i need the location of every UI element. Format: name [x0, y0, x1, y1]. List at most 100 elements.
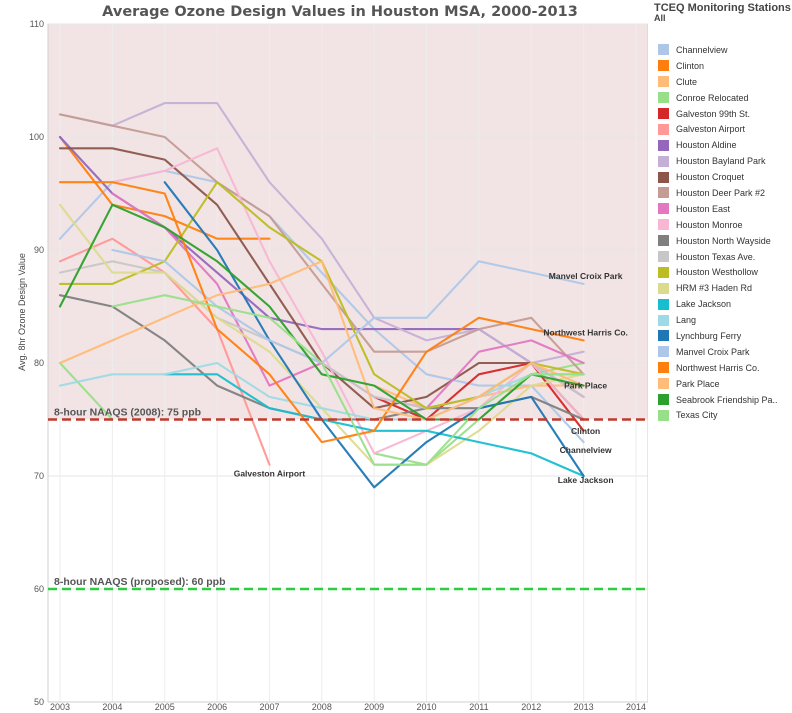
legend-item-label: Galveston 99th St.	[676, 108, 751, 119]
y-tick-label: 50	[34, 697, 44, 707]
legend-swatch	[658, 171, 669, 183]
series-end-label: Clinton	[571, 426, 600, 436]
series-end-label: Channelview	[560, 445, 612, 455]
legend-item-label: Houston Bayland Park	[676, 156, 766, 167]
legend-swatch	[658, 219, 669, 231]
legend-item[interactable]: Texas City	[654, 407, 792, 423]
legend-item-label: Seabrook Friendship Pa..	[676, 394, 778, 405]
legend-filter-value[interactable]: All	[654, 13, 666, 23]
series-line	[58, 361, 585, 421]
x-tick-label: 2011	[469, 702, 488, 712]
chart-title: Average Ozone Design Values in Houston M…	[102, 4, 578, 20]
legend-swatch	[658, 76, 669, 88]
legend-item-label: HRM #3 Haden Rd	[676, 283, 753, 294]
legend-item[interactable]: HRM #3 Haden Rd	[654, 280, 792, 296]
legend-item[interactable]: Lang	[654, 312, 792, 328]
y-axis-label: Avg. 8hr Ozone Design Value	[17, 253, 27, 371]
x-tick-label: 2004	[102, 702, 122, 712]
legend-swatch	[658, 362, 669, 374]
x-tick-label: 2005	[155, 702, 175, 712]
legend-item[interactable]: Lynchburg Ferry	[654, 328, 792, 344]
legend-item[interactable]: Houston Deer Park #2	[654, 185, 792, 201]
plot-background	[48, 24, 648, 420]
x-tick-label: 2012	[521, 702, 541, 712]
legend-item[interactable]: Channelview	[654, 42, 792, 58]
legend-item[interactable]: Galveston Airport	[654, 121, 792, 137]
legend-swatch	[658, 378, 669, 390]
legend-item[interactable]: Houston Monroe	[654, 217, 792, 233]
legend-item-label: Conroe Relocated	[676, 92, 749, 103]
legend-list: Channelview Clinton Clute Conroe Relocated G…	[654, 42, 792, 423]
legend-item[interactable]: Seabrook Friendship Pa..	[654, 392, 792, 408]
reference-line-label: 8-hour NAAQS (proposed): 60 ppb	[54, 576, 226, 588]
legend-swatch	[658, 139, 669, 151]
legend-item[interactable]: Manvel Croix Park	[654, 344, 792, 360]
legend: TCEQ Monitoring Stations All Channelview…	[654, 2, 792, 423]
legend-swatch	[658, 92, 669, 104]
legend-item-label: Houston Monroe	[676, 219, 743, 230]
legend-item[interactable]: Houston Westhollow	[654, 264, 792, 280]
series-end-label: Northwest Harris Co.	[543, 327, 628, 337]
legend-item[interactable]: Conroe Relocated	[654, 90, 792, 106]
legend-swatch	[658, 298, 669, 310]
plot-background-lower	[48, 419, 648, 702]
legend-item-label: Clinton	[676, 60, 705, 71]
series-end-label: Park Place	[564, 381, 607, 391]
legend-item[interactable]: Houston Aldine	[654, 137, 792, 153]
y-tick-label: 90	[34, 245, 44, 255]
line-chart-plot: 50 60 70 80 90 100 110 2003 2004 2005 2006 2007 2008…	[17, 19, 648, 712]
legend-title: TCEQ Monitoring Stations	[654, 2, 791, 14]
legend-item-label: Houston East	[676, 203, 731, 214]
series-line	[58, 102, 585, 365]
x-tick-label: 2006	[207, 702, 227, 712]
series-line	[58, 203, 585, 421]
legend-item[interactable]: Clute	[654, 74, 792, 90]
x-tick-label: 2003	[50, 702, 70, 712]
legend-item-label: Lake Jackson	[676, 299, 732, 310]
legend-item[interactable]: Houston Texas Ave.	[654, 249, 792, 265]
legend-item[interactable]: Houston Croquet	[654, 169, 792, 185]
legend-item-label: Lynchburg Ferry	[676, 330, 742, 341]
legend-item[interactable]: Clinton	[654, 58, 792, 74]
legend-swatch	[658, 346, 669, 358]
legend-item[interactable]: Lake Jackson	[654, 296, 792, 312]
x-tick-label: 2014	[626, 702, 646, 712]
legend-item-label: Houston Aldine	[676, 140, 737, 151]
legend-item-label: Clute	[676, 76, 698, 87]
legend-swatch	[658, 314, 669, 326]
legend-item-label: Lang	[676, 315, 697, 326]
legend-item[interactable]: Galveston 99th St.	[654, 106, 792, 122]
legend-item[interactable]: Park Place	[654, 376, 792, 392]
series-lines	[58, 102, 585, 489]
legend-swatch	[658, 251, 669, 263]
legend-item-label: Galveston Airport	[676, 124, 746, 135]
legend-item[interactable]: Northwest Harris Co.	[654, 360, 792, 376]
legend-item-label: Park Place	[676, 378, 720, 389]
legend-swatch	[658, 60, 669, 72]
reference-line-label: 8-hour NAAQS (2008): 75 ppb	[54, 407, 201, 419]
gridlines	[48, 23, 648, 703]
series-line	[58, 113, 585, 376]
legend-item-label: Channelview	[676, 44, 728, 55]
legend-item-label: Houston Croquet	[676, 172, 745, 183]
legend-item-label: Houston Texas Ave.	[676, 251, 756, 262]
series-end-labels: Manvel Croix Park Northwest Harris Co. Par…	[234, 271, 628, 485]
legend-swatch	[658, 44, 669, 56]
legend-item[interactable]: Houston Bayland Park	[654, 153, 792, 169]
legend-swatch	[658, 155, 669, 167]
series-line	[111, 294, 585, 466]
legend-swatch	[658, 203, 669, 215]
legend-item[interactable]: Houston East	[654, 201, 792, 217]
legend-item-label: Houston Deer Park #2	[676, 187, 766, 198]
reference-lines: 8-hour NAAQS (2008): 75 ppb 8-hour NAAQS …	[48, 407, 648, 591]
legend-item[interactable]: Houston North Wayside	[654, 233, 792, 249]
series-line	[163, 181, 585, 489]
legend-swatch	[658, 266, 669, 278]
series-line	[58, 181, 585, 444]
legend-item-label: Texas City	[676, 410, 718, 421]
x-tick-label: 2008	[312, 702, 332, 712]
legend-item-label: Northwest Harris Co.	[676, 362, 760, 373]
y-tick-label: 60	[34, 584, 44, 594]
legend-swatch	[658, 282, 669, 294]
legend-swatch	[658, 187, 669, 199]
